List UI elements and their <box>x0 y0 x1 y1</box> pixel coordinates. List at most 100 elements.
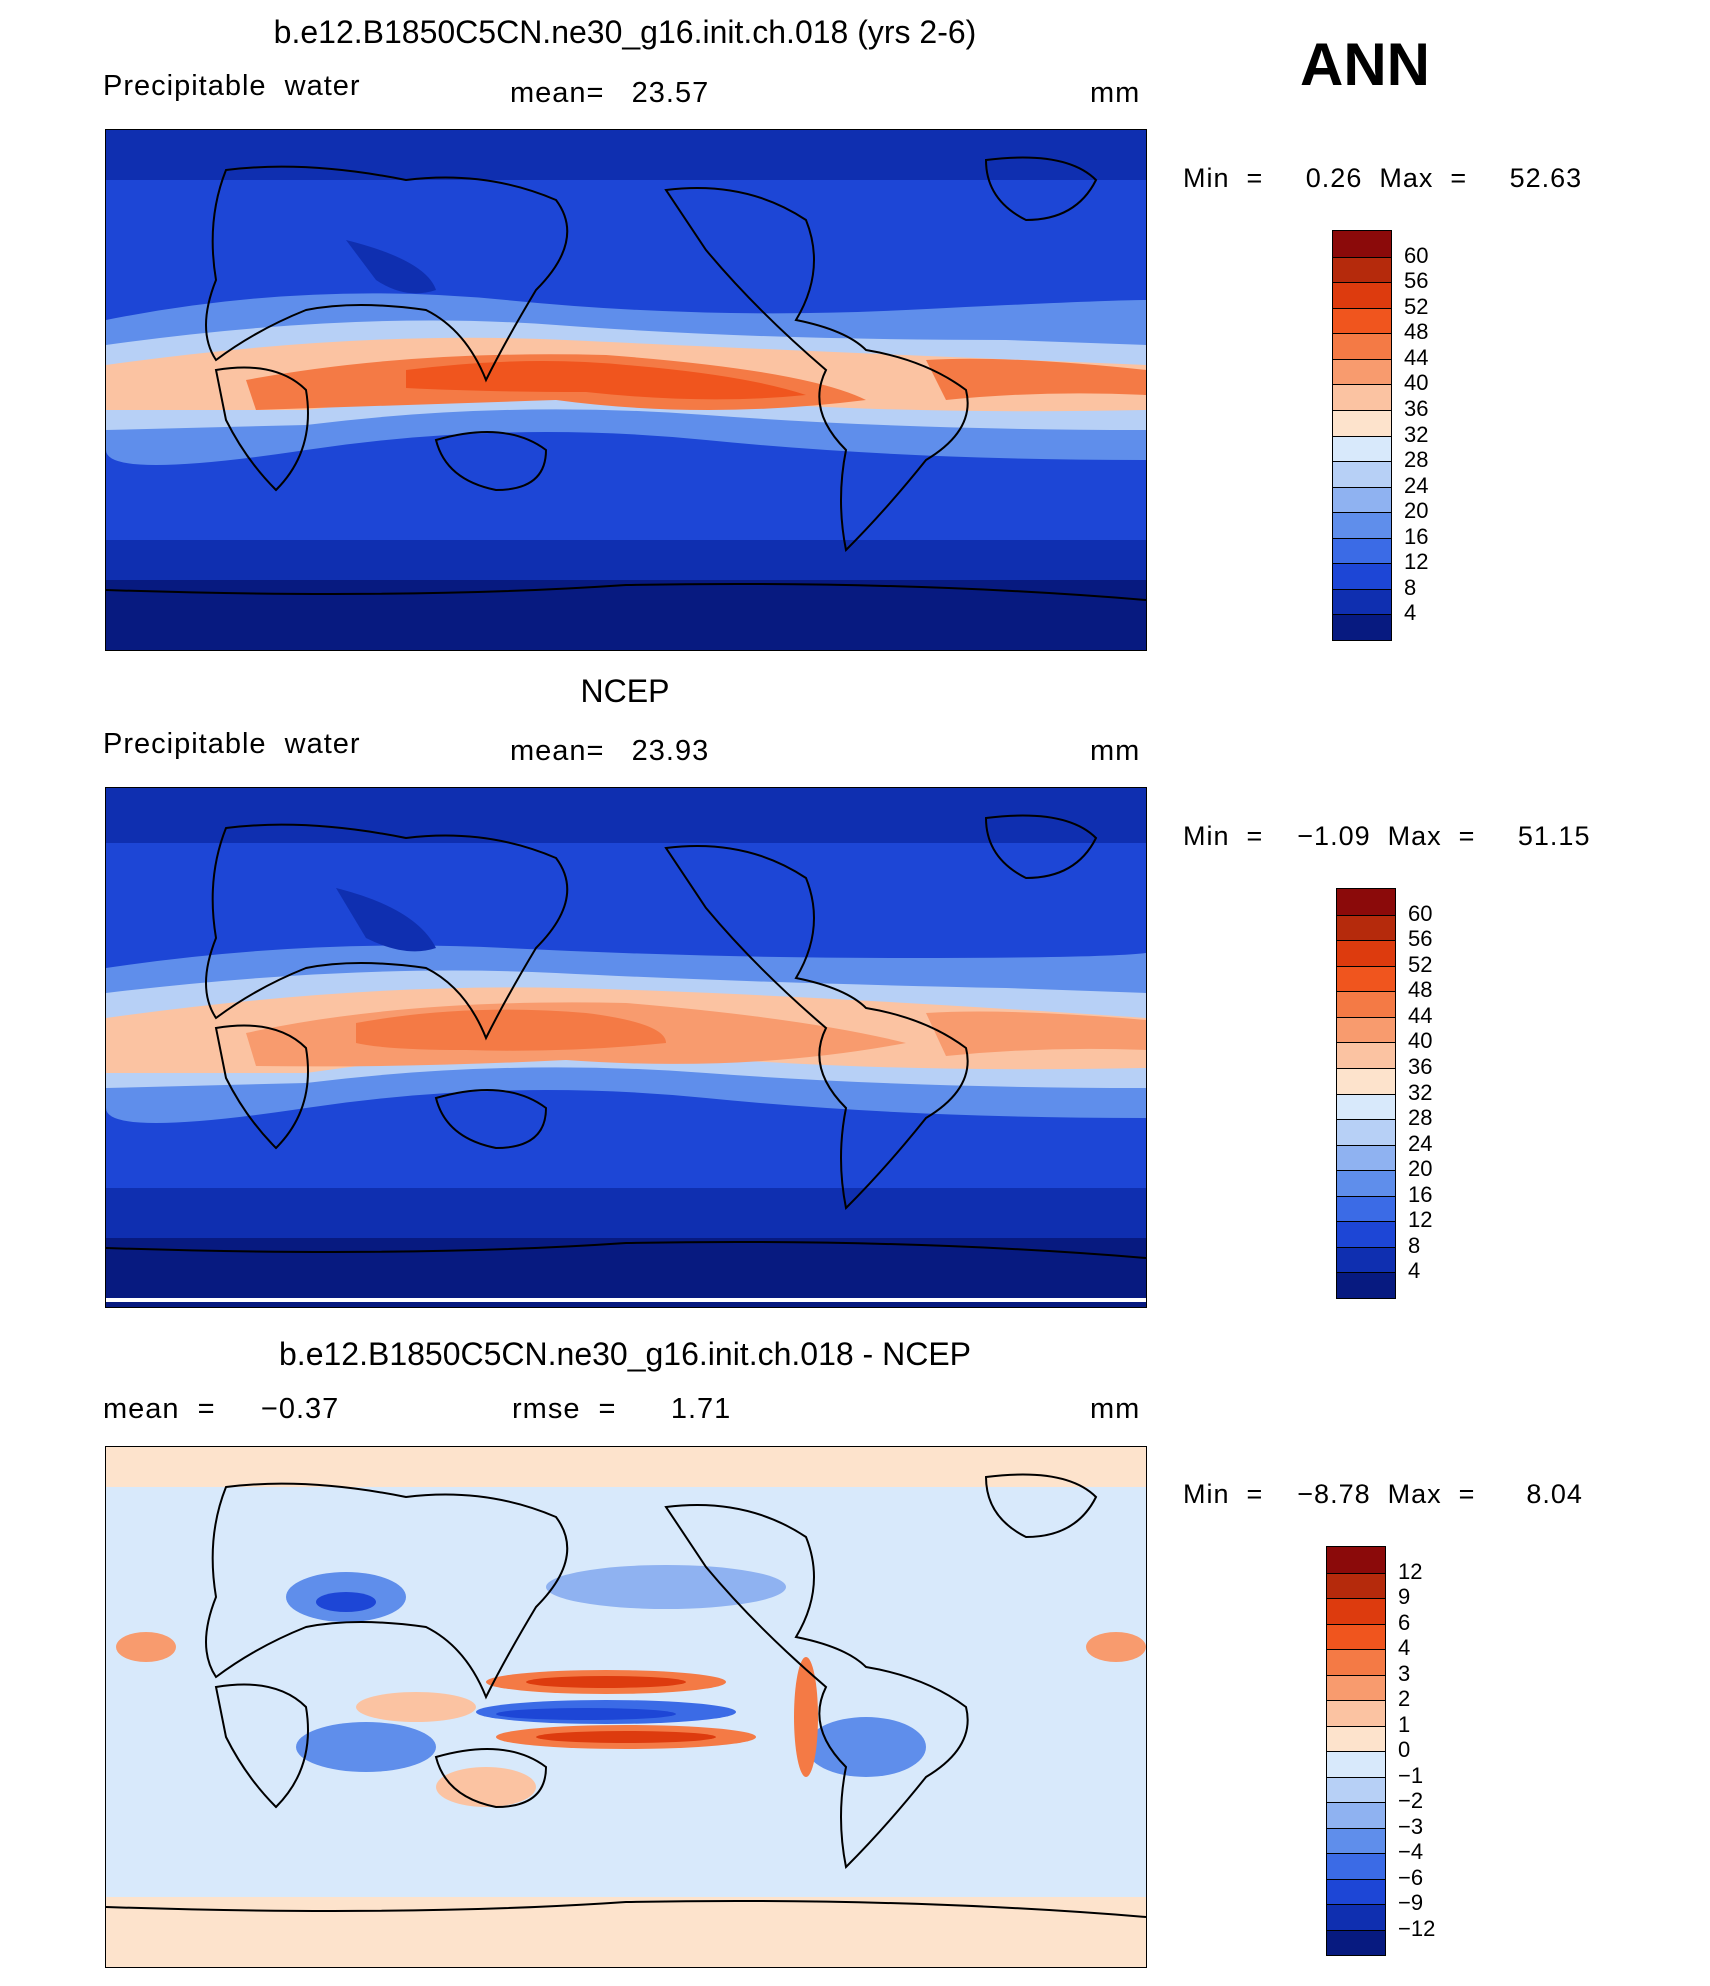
colorbar-ncep <box>1336 888 1396 1299</box>
units-label: mm <box>1090 735 1141 767</box>
colorbar-tick-label: 32 <box>1408 1079 1433 1105</box>
map-model <box>105 129 1147 651</box>
colorbar-tick-label: −9 <box>1398 1890 1424 1915</box>
colorbar-cell <box>1333 256 1391 283</box>
colorbar-tick-label: 2 <box>1398 1686 1411 1711</box>
colorbar-cell <box>1327 1572 1385 1598</box>
rmse-label: rmse = 1.71 <box>512 1393 732 1425</box>
colorbar-tick-label: 36 <box>1408 1053 1433 1079</box>
colorbar-tick-label: 32 <box>1404 421 1429 447</box>
colorbar-cell <box>1333 537 1391 564</box>
colorbar-cell <box>1327 1853 1385 1879</box>
colorbar-tick-label: 28 <box>1408 1105 1433 1131</box>
colorbar-tick-label: 56 <box>1404 268 1429 294</box>
colorbar-tick-label: −3 <box>1398 1813 1424 1839</box>
colorbar-cell <box>1327 1878 1385 1904</box>
colorbar-cell <box>1333 614 1391 640</box>
variable-label: Precipitable water <box>103 70 361 102</box>
colorbar-cell <box>1337 1195 1395 1222</box>
colorbar-cell <box>1333 409 1391 436</box>
colorbar-tick-label: −12 <box>1398 1915 1436 1941</box>
min-max-label: Min = −8.78 Max = 8.04 <box>1183 1479 1583 1509</box>
colorbar-cell <box>1333 563 1391 589</box>
mean-label: mean= 23.57 <box>510 77 710 109</box>
colorbar-cell <box>1337 1221 1395 1247</box>
colorbar-cell <box>1333 588 1391 615</box>
colorbar-tick-label: 3 <box>1398 1660 1411 1686</box>
colorbar-tick-label: 52 <box>1404 293 1429 319</box>
colorbar-cell <box>1333 358 1391 385</box>
colorbar-cell <box>1333 333 1391 359</box>
mean-label: mean= 23.93 <box>510 735 710 767</box>
colorbar-cell <box>1327 1547 1385 1573</box>
colorbar-tick-label: 1 <box>1398 1711 1411 1737</box>
colorbar-cell <box>1327 1649 1385 1675</box>
colorbar-cell <box>1327 1929 1385 1955</box>
colorbar-tick-label: −4 <box>1398 1839 1424 1864</box>
colorbar-tick-label: 40 <box>1408 1028 1433 1054</box>
colorbar-cell <box>1337 1067 1395 1094</box>
colorbar-tick-label: 44 <box>1404 344 1429 370</box>
colorbar-cell <box>1333 282 1391 308</box>
units-label: mm <box>1090 1393 1141 1425</box>
colorbar-tick-label: 48 <box>1408 977 1433 1003</box>
panel-title: b.e12.B1850C5CN.ne30_g16.init.ch.018 (yr… <box>273 14 977 50</box>
colorbar-cell <box>1337 1170 1395 1196</box>
colorbar-tick-label: 8 <box>1408 1232 1421 1258</box>
mean-label: mean = −0.37 <box>103 1393 340 1425</box>
colorbar-tick-label: −1 <box>1398 1762 1424 1788</box>
colorbar-tick-label: 36 <box>1404 395 1429 421</box>
colorbar-cell <box>1333 307 1391 334</box>
colorbar-tick-label: 4 <box>1408 1258 1421 1284</box>
colorbar-tick-label: 20 <box>1404 498 1429 524</box>
colorbar-cell <box>1333 435 1391 462</box>
colorbar-cell <box>1337 1246 1395 1273</box>
colorbar-cell <box>1327 1598 1385 1624</box>
colorbar-difference <box>1326 1546 1386 1956</box>
colorbar-tick-label: 4 <box>1398 1635 1411 1660</box>
colorbar-tick-label: 48 <box>1404 319 1429 345</box>
colorbar-cell <box>1337 1272 1395 1298</box>
colorbar-tick-label: 0 <box>1398 1737 1411 1762</box>
map-ncep <box>105 787 1147 1308</box>
colorbar-tick-label: 24 <box>1408 1130 1433 1156</box>
panel-title: NCEP <box>580 673 670 709</box>
map-difference <box>105 1446 1147 1968</box>
colorbar-cell <box>1333 512 1391 538</box>
colorbar-tick-label: 56 <box>1408 926 1433 952</box>
colorbar-cell <box>1327 1751 1385 1777</box>
colorbar-tick-label: 44 <box>1408 1002 1433 1028</box>
colorbar-cell <box>1337 1144 1395 1171</box>
colorbar-tick-label: 52 <box>1408 951 1433 977</box>
season-label: ANN <box>1300 31 1430 98</box>
colorbar-tick-label: 9 <box>1398 1584 1411 1609</box>
colorbar-tick-label: 4 <box>1404 600 1417 626</box>
colorbar-cell <box>1337 1093 1395 1120</box>
colorbar-tick-label: 16 <box>1408 1181 1433 1207</box>
colorbar-tick-label: 12 <box>1408 1207 1433 1233</box>
colorbar-tick-label: 40 <box>1404 370 1429 396</box>
colorbar-tick-label: 20 <box>1408 1156 1433 1182</box>
colorbar-tick-label: −6 <box>1398 1864 1424 1890</box>
colorbar-cell <box>1327 1904 1385 1930</box>
colorbar-tick-label: 6 <box>1398 1609 1411 1635</box>
variable-label: Precipitable water <box>103 728 361 760</box>
colorbar-tick-label: 60 <box>1404 242 1429 268</box>
min-max-label: Min = 0.26 Max = 52.63 <box>1183 163 1583 193</box>
colorbar-cell <box>1327 1623 1385 1649</box>
colorbar-tick-label: 24 <box>1404 472 1429 498</box>
colorbar-tick-label: 12 <box>1404 549 1429 575</box>
units-label: mm <box>1090 77 1141 109</box>
colorbar-cell <box>1337 1119 1395 1145</box>
colorbar-cell <box>1327 1776 1385 1802</box>
colorbar-cell <box>1333 231 1391 257</box>
min-max-label: Min = −1.09 Max = 51.15 <box>1183 821 1591 851</box>
colorbar-tick-label: 28 <box>1404 447 1429 473</box>
colorbar-cell <box>1337 1016 1395 1043</box>
colorbar-cell <box>1333 461 1391 487</box>
colorbar-cell <box>1327 1725 1385 1751</box>
colorbar-cell <box>1337 965 1395 992</box>
colorbar-cell <box>1337 889 1395 915</box>
colorbar-cell <box>1333 486 1391 513</box>
colorbar-cell <box>1337 1042 1395 1068</box>
